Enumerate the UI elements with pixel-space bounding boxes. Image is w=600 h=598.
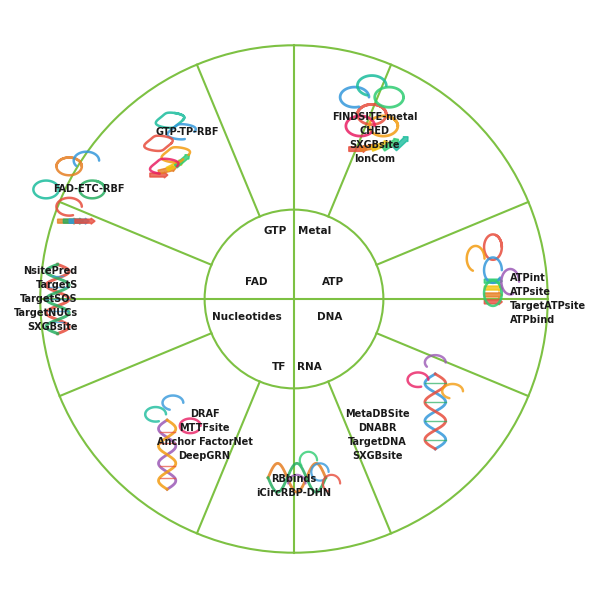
- FancyArrow shape: [484, 299, 502, 305]
- FancyArrow shape: [69, 218, 89, 224]
- FancyArrow shape: [64, 218, 83, 224]
- FancyArrow shape: [75, 218, 95, 224]
- FancyArrow shape: [158, 166, 176, 174]
- FancyArrow shape: [394, 137, 408, 151]
- FancyArrow shape: [175, 155, 190, 168]
- FancyArrow shape: [166, 160, 183, 171]
- Text: DNA: DNA: [317, 312, 343, 322]
- Text: DRAF
MTTFsite
Anchor FactorNet
DeepGRN: DRAF MTTFsite Anchor FactorNet DeepGRN: [157, 408, 253, 460]
- Text: ATPint
ATPsite
TargetATPsite
ATPbind: ATPint ATPsite TargetATPsite ATPbind: [510, 273, 586, 325]
- Text: RNA: RNA: [296, 362, 322, 372]
- FancyArrow shape: [150, 172, 168, 178]
- Text: Nucleotides: Nucleotides: [212, 312, 281, 322]
- Text: FAD: FAD: [245, 277, 268, 286]
- Text: ATP: ATP: [322, 277, 344, 286]
- Text: TF: TF: [272, 362, 286, 372]
- FancyArrow shape: [360, 143, 378, 151]
- FancyArrow shape: [484, 278, 502, 284]
- FancyArrow shape: [371, 141, 389, 151]
- FancyArrow shape: [349, 146, 367, 152]
- Text: NsitePred
TargetS
TargetSOS
TargetNUCs
SXGBsite: NsitePred TargetS TargetSOS TargetNUCs S…: [14, 266, 78, 332]
- Text: FAD-ETC-RBF: FAD-ETC-RBF: [53, 184, 125, 194]
- FancyArrow shape: [484, 292, 502, 298]
- FancyArrow shape: [58, 218, 78, 224]
- Text: MetaDBSite
DNABR
TargetDNA
SXGBsite: MetaDBSite DNABR TargetDNA SXGBsite: [345, 408, 410, 460]
- Text: RBbinds
iCircRBP-DHN: RBbinds iCircRBP-DHN: [256, 474, 331, 498]
- Text: Metal: Metal: [298, 226, 331, 236]
- Text: GTP-TP-RBF: GTP-TP-RBF: [155, 127, 219, 137]
- Text: FINDSITE-metal
CHED
SXGBsite
IonCom: FINDSITE-metal CHED SXGBsite IonCom: [332, 112, 418, 163]
- FancyArrow shape: [484, 285, 502, 291]
- FancyArrow shape: [382, 138, 398, 151]
- Text: GTP: GTP: [264, 226, 287, 236]
